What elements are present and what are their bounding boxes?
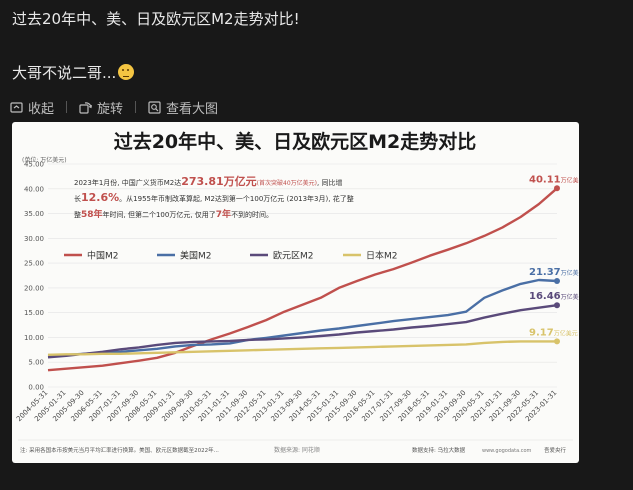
- chart-brand: 吾爱央行: [544, 446, 567, 454]
- end-value-number: 16.46: [529, 291, 561, 302]
- series-line-1: [47, 278, 558, 357]
- y-tick-label: 20.00: [24, 284, 44, 292]
- y-tick-label: 45.00: [24, 161, 44, 169]
- chart-annotation-line-2: 长12.6%。从1955年币制改革算起, M2达到第一个100万亿元 (2013…: [74, 191, 354, 204]
- rotate-button[interactable]: 旋转: [79, 98, 123, 117]
- end-value-label-2: 16.46万亿美元: [529, 291, 579, 302]
- series-lines: [47, 185, 560, 372]
- collapse-icon: [10, 101, 23, 113]
- legend-label-3: 日本M2: [366, 250, 398, 262]
- chart-annotation-line-3: 整58年年时间, 但第二个100万亿元, 仅用了7年不到的时间。: [74, 208, 273, 220]
- chart-image[interactable]: 过去20年中、美、日及欧元区M2走势对比 (单位: 万亿美元) 0.00 5.00…: [12, 122, 579, 463]
- toolbar-divider: [135, 101, 137, 113]
- post-line-1: 过去20年中、美、日及欧元区M2走势对比!: [12, 10, 300, 28]
- legend-label-2: 欧元区M2: [273, 250, 314, 262]
- y-tick-label: 30.00: [24, 235, 44, 243]
- annotation-a2: 273.81万亿元: [181, 174, 256, 188]
- annotation-a3: (首次突破40万亿美元): [257, 179, 317, 187]
- end-value-number: 40.11: [529, 174, 561, 185]
- chart-watermark: 数据支持: 乌拉大数据: [412, 446, 466, 454]
- chart-site: www.gogodata.com: [482, 448, 532, 454]
- rotate-label: 旋转: [97, 101, 124, 117]
- post-line-2-text: 大哥不说二哥...: [12, 64, 117, 82]
- series-line-2: [47, 304, 558, 359]
- x-axis: 2004-05-312005-01-312005-09-302006-05-31…: [15, 389, 558, 423]
- y-tick-label: 5.00: [28, 359, 44, 367]
- end-value-number: 9.17: [529, 327, 554, 338]
- y-tick-label: 15.00: [24, 309, 44, 317]
- chart-unit-label: (单位: 万亿美元): [22, 156, 67, 164]
- end-value-number: 21.37: [529, 267, 561, 278]
- rotate-icon: [79, 101, 93, 114]
- annotation-b1: 长: [74, 194, 81, 203]
- annotation-b3: 。从1955年币制改革算起, M2达到第一个100万亿元 (2013年3月), …: [119, 194, 354, 203]
- end-value-label-3: 9.17万亿美元: [529, 327, 578, 338]
- y-tick-label: 0.00: [28, 384, 44, 392]
- chart-legend: 中国M2 美国M2 欧元区M2 日本M2: [64, 250, 398, 262]
- toolbar-divider: [66, 101, 68, 113]
- y-axis: 0.00 5.00 10.00 15.00 20.00 25.00 30.00 35.00 40…: [24, 161, 44, 392]
- annotation-c5: 不到的时间。: [231, 210, 273, 219]
- post-content: 过去20年中、美、日及欧元区M2走势对比! 大哥不说二哥...: [12, 8, 612, 84]
- chart-source: 数据来源: 同花顺: [274, 446, 320, 454]
- annotation-b2: 12.6%: [81, 191, 119, 204]
- series-end-point-3: [554, 338, 560, 345]
- end-value-label-0: 40.11万亿美元: [529, 174, 579, 185]
- chart-annotation-line-1: 2023年1月份, 中国广义货币M2达273.81万亿元(首次突破40万亿美元)…: [74, 174, 342, 188]
- series-end-point-2: [554, 302, 560, 309]
- end-value-label-1: 21.37万亿美元: [529, 267, 579, 278]
- annotation-c3: 年时间, 但第二个100万亿元, 仅用了: [103, 210, 216, 219]
- legend-label-0: 中国M2: [87, 250, 119, 262]
- shrug-emoji-icon: [118, 64, 135, 80]
- end-value-unit: 万亿美元: [554, 329, 578, 337]
- view-large-label: 查看大图: [166, 101, 219, 117]
- image-toolbar: 收起 旋转 查看大图: [10, 98, 218, 117]
- annotation-a4: , 同比增: [317, 178, 342, 187]
- series-line-3: [47, 340, 557, 356]
- annotation-c1: 整: [74, 210, 81, 219]
- series-end-point-1: [554, 277, 560, 284]
- series-end-point-0: [554, 185, 560, 192]
- y-tick-label: 35.00: [24, 210, 44, 218]
- annotation-c2: 58年: [81, 208, 103, 220]
- post-line-2: 大哥不说二哥...: [12, 62, 612, 84]
- collapse-label: 收起: [28, 101, 55, 117]
- chart-title: 过去20年中、美、日及欧元区M2走势对比: [114, 130, 477, 153]
- collapse-button[interactable]: 收起: [10, 98, 54, 117]
- chart-footnote: 注: 采用各国本币按美元当月平均汇率进行换算。美国、欧元区数据截至2022年..…: [20, 446, 219, 454]
- end-value-unit: 万亿美元: [561, 269, 579, 277]
- y-tick-label: 40.00: [24, 185, 44, 193]
- end-labels: 40.11万亿美元21.37万亿美元16.46万亿美元9.17万亿美元: [529, 174, 579, 338]
- view-large-button[interactable]: 查看大图: [148, 98, 218, 117]
- view-large-icon: [148, 100, 161, 114]
- annotation-c4: 7年: [216, 208, 231, 220]
- m2-line-chart: 过去20年中、美、日及欧元区M2走势对比 (单位: 万亿美元) 0.00 5.00…: [15, 130, 579, 454]
- end-value-unit: 万亿美元: [561, 293, 579, 301]
- end-value-unit: 万亿美元: [561, 176, 579, 184]
- y-tick-label: 10.00: [24, 334, 44, 342]
- legend-label-1: 美国M2: [180, 250, 212, 262]
- annotation-a1: 2023年1月份, 中国广义货币M2达: [74, 178, 181, 187]
- series-line-0: [47, 187, 558, 372]
- chart-grid: [48, 163, 557, 388]
- y-tick-label: 25.00: [24, 260, 44, 268]
